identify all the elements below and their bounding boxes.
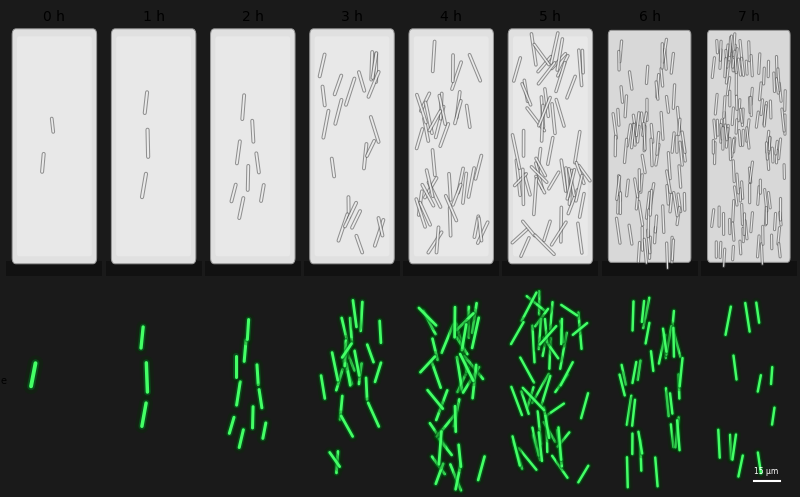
Bar xyxy=(205,261,301,276)
FancyBboxPatch shape xyxy=(12,29,97,264)
Text: 2 h: 2 h xyxy=(242,10,264,24)
Bar xyxy=(403,261,499,276)
FancyBboxPatch shape xyxy=(608,30,691,262)
FancyBboxPatch shape xyxy=(215,36,290,256)
FancyBboxPatch shape xyxy=(409,29,494,264)
Bar xyxy=(6,261,102,276)
FancyBboxPatch shape xyxy=(707,30,790,262)
FancyBboxPatch shape xyxy=(116,36,191,256)
FancyBboxPatch shape xyxy=(111,29,196,264)
Text: 7 h: 7 h xyxy=(738,10,760,24)
Bar xyxy=(602,261,698,276)
Text: e: e xyxy=(0,376,6,386)
Bar xyxy=(304,261,400,276)
Bar xyxy=(502,261,598,276)
Text: 15 μm: 15 μm xyxy=(754,467,778,476)
Text: 4 h: 4 h xyxy=(440,10,462,24)
FancyBboxPatch shape xyxy=(210,29,295,264)
FancyBboxPatch shape xyxy=(508,29,593,264)
FancyBboxPatch shape xyxy=(414,36,489,256)
FancyBboxPatch shape xyxy=(314,36,390,256)
FancyBboxPatch shape xyxy=(513,36,588,256)
Text: 5 h: 5 h xyxy=(539,10,562,24)
Bar xyxy=(106,261,202,276)
FancyBboxPatch shape xyxy=(310,29,394,264)
Text: 6 h: 6 h xyxy=(638,10,661,24)
Text: 3 h: 3 h xyxy=(341,10,363,24)
Text: 0 h: 0 h xyxy=(43,10,66,24)
FancyBboxPatch shape xyxy=(17,36,92,256)
Bar xyxy=(701,261,797,276)
Text: 1 h: 1 h xyxy=(142,10,165,24)
